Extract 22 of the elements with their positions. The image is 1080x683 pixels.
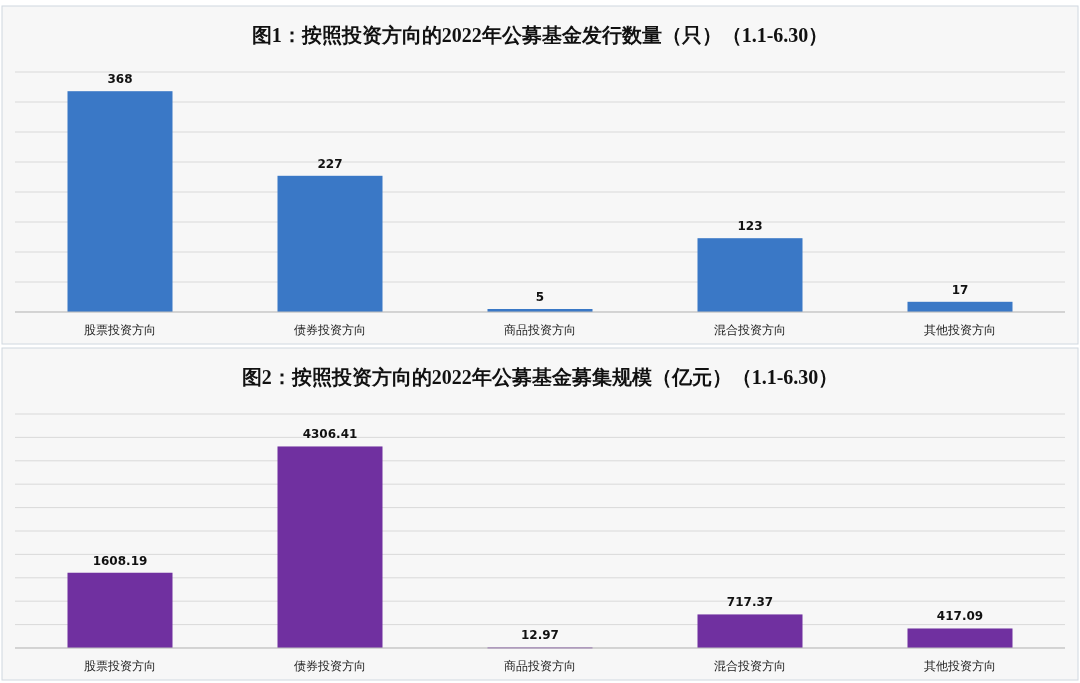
data-label: 5 — [535, 290, 545, 304]
x-tick-label: 其他投资方向 — [924, 323, 996, 337]
data-label: 717.37 — [726, 595, 774, 610]
x-tick-label: 商品投资方向 — [504, 659, 576, 673]
data-label: 4306.41 — [302, 427, 358, 442]
chart-title: 图1：按照投资方向的2022年公募基金发行数量（只）（1.1-6.30） — [251, 24, 829, 46]
x-tick-label: 混合投资方向 — [714, 323, 786, 337]
data-label: 368 — [107, 72, 133, 87]
x-tick-label: 债券投资方向 — [294, 659, 366, 673]
data-label: 1608.19 — [92, 553, 148, 568]
x-tick-label: 商品投资方向 — [504, 323, 576, 337]
x-tick-label: 债券投资方向 — [294, 323, 366, 337]
x-tick-label: 其他投资方向 — [924, 659, 996, 673]
x-tick-label: 混合投资方向 — [714, 659, 786, 673]
data-label: 12.97 — [521, 628, 559, 643]
data-label: 227 — [317, 156, 343, 171]
x-tick-label: 股票投资方向 — [84, 659, 156, 673]
data-label: 417.09 — [936, 609, 984, 624]
data-label: 123 — [737, 219, 763, 234]
chart-title: 图2：按照投资方向的2022年公募基金募集规模（亿元）（1.1-6.30） — [241, 366, 839, 388]
data-label: 17 — [951, 282, 969, 297]
x-tick-label: 股票投资方向 — [84, 323, 156, 337]
